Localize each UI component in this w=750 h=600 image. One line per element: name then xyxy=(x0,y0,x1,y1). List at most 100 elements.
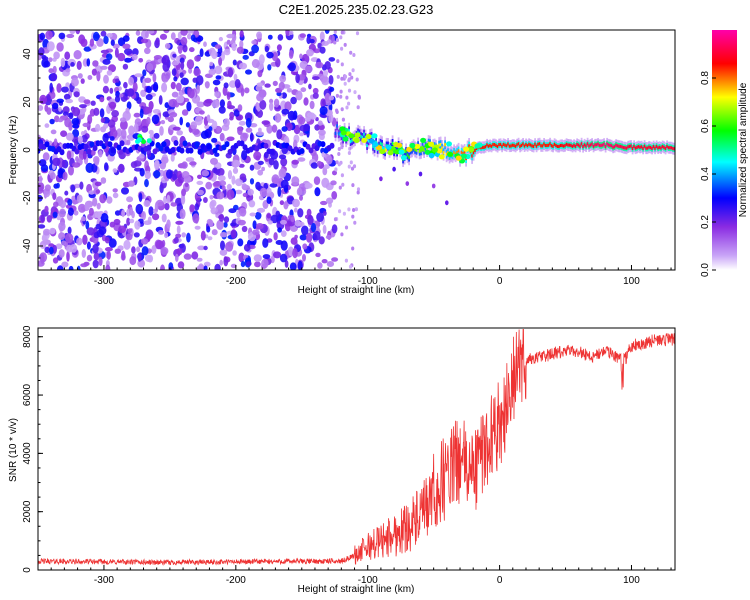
noise-cell xyxy=(213,167,218,174)
signal-cell xyxy=(468,147,474,153)
noise-cell xyxy=(223,256,229,267)
snr-xlabel: Height of straight line (km) xyxy=(298,584,415,595)
noise-cell xyxy=(72,162,81,168)
noise-cell xyxy=(192,77,198,83)
noise-cell xyxy=(306,36,311,45)
noise-cell xyxy=(228,208,237,214)
noise-cell xyxy=(38,147,41,154)
signal-cell xyxy=(631,146,634,150)
signal-cell xyxy=(534,142,536,146)
noise-cell xyxy=(212,182,221,187)
noise-cell xyxy=(182,140,188,147)
noise-cell xyxy=(319,106,328,116)
signal-cell xyxy=(411,147,413,151)
noise-cell xyxy=(279,253,288,263)
noise-cell xyxy=(181,161,188,169)
signal-cell xyxy=(447,151,454,157)
signal-cell xyxy=(562,144,565,148)
noise-cell xyxy=(68,112,74,120)
signal-cell xyxy=(462,151,464,156)
noise-cell xyxy=(135,203,144,215)
noise-cell xyxy=(125,107,130,114)
noise-cell xyxy=(84,201,90,211)
noise-cell xyxy=(86,227,95,236)
signal-cell xyxy=(499,142,502,146)
noise-cell xyxy=(340,46,344,51)
noise-cell xyxy=(315,61,324,69)
signal-cell xyxy=(348,129,350,133)
noise-cell xyxy=(52,211,58,218)
noise-cell xyxy=(297,221,305,227)
noise-cell xyxy=(356,187,361,192)
noise-cell xyxy=(281,108,290,115)
signal-cell xyxy=(574,144,577,148)
signal-cell xyxy=(431,147,438,153)
noise-cell xyxy=(49,118,55,125)
noise-cell xyxy=(331,224,338,234)
noise-cell xyxy=(289,30,294,35)
noise-cell xyxy=(347,88,352,93)
noise-cell xyxy=(343,42,347,47)
noise-cell xyxy=(66,251,70,262)
noise-cell xyxy=(292,248,298,259)
noise-cell xyxy=(124,57,132,63)
noise-cell xyxy=(193,67,201,77)
noise-cell xyxy=(170,81,176,90)
noise-cell xyxy=(94,181,102,187)
noise-cell xyxy=(209,195,214,200)
noise-cell xyxy=(276,91,282,97)
signal-cell xyxy=(664,146,667,150)
noise-cell xyxy=(205,181,213,190)
noise-cell xyxy=(187,33,192,40)
noise-cell xyxy=(131,246,136,254)
noise-cell xyxy=(98,150,103,158)
noise-cell xyxy=(92,197,98,207)
noise-cell xyxy=(185,122,190,128)
noise-cell xyxy=(245,69,252,75)
signal-cell xyxy=(672,147,674,151)
signal-cell xyxy=(336,124,338,128)
noise-cell xyxy=(137,252,142,262)
noise-cell xyxy=(82,234,88,245)
noise-cell xyxy=(74,138,78,148)
noise-cell xyxy=(184,182,189,188)
spur-cell xyxy=(405,181,410,187)
noise-cell xyxy=(245,127,253,133)
noise-cell xyxy=(204,98,213,104)
signal-cell xyxy=(561,143,563,147)
noise-cell xyxy=(351,246,355,251)
signal-cell xyxy=(487,144,490,148)
noise-cell xyxy=(226,39,231,45)
noise-cell xyxy=(206,226,211,233)
signal-cell xyxy=(453,150,455,154)
noise-cell xyxy=(270,214,279,224)
signal-cell xyxy=(531,144,533,148)
noise-cell xyxy=(172,53,177,58)
signal-cell xyxy=(337,132,340,136)
noise-cell xyxy=(190,34,196,42)
signal-cell xyxy=(666,144,668,148)
noise-cell xyxy=(105,264,111,270)
noise-cell xyxy=(313,230,321,241)
noise-cell xyxy=(324,61,331,70)
noise-cell xyxy=(256,93,264,102)
signal-cell xyxy=(396,142,403,148)
noise-cell xyxy=(91,68,97,76)
noise-cell xyxy=(337,152,341,156)
signal-cell xyxy=(342,136,349,142)
noise-cell xyxy=(256,131,265,136)
noise-cell xyxy=(276,44,282,51)
noise-cell xyxy=(62,111,69,116)
noise-cell xyxy=(104,236,110,244)
snr-y-axis: 0 2000 4000 6000 8000 xyxy=(22,325,43,573)
noise-cell xyxy=(339,89,343,94)
noise-cell xyxy=(271,174,280,185)
noise-cell xyxy=(267,64,272,71)
noise-cell xyxy=(191,251,199,260)
noise-cell xyxy=(230,222,237,227)
noise-cell xyxy=(106,196,113,204)
noise-cell xyxy=(46,215,52,223)
noise-cell xyxy=(56,83,62,93)
noise-cell xyxy=(297,208,304,218)
